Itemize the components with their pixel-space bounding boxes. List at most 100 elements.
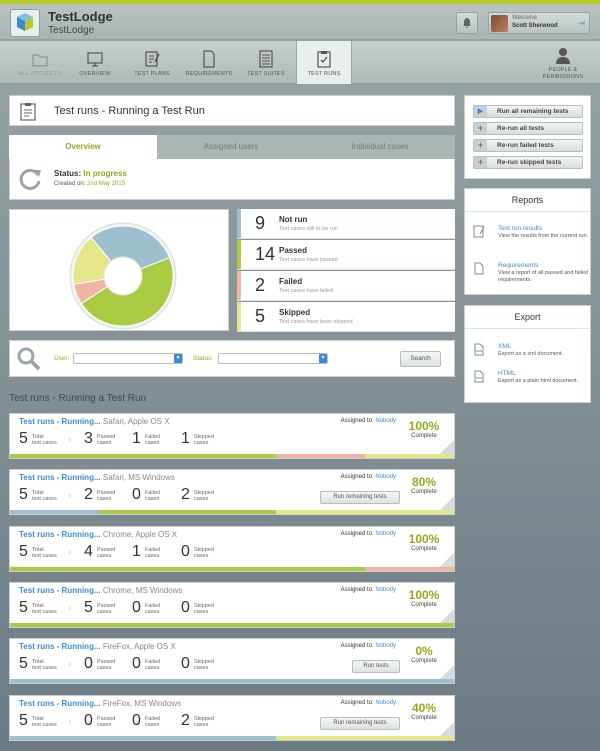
user-menu[interactable]: Welcome Scott Sherwood ⇥ xyxy=(488,12,590,34)
page-curl-icon xyxy=(440,496,454,511)
progress-segment xyxy=(276,510,454,515)
stat-label: Not run xyxy=(279,215,308,224)
testlodge-logo[interactable] xyxy=(10,9,40,37)
tab-overview[interactable]: Overview xyxy=(9,135,157,159)
run-title[interactable]: Test runs - Running... Safari, MS Window… xyxy=(19,473,175,482)
metric-count: 5 xyxy=(84,598,93,616)
progress-segment xyxy=(10,566,366,571)
completion-percent: 100% xyxy=(408,419,440,433)
metric-label: Total test cases xyxy=(32,602,57,615)
nav-people-permissions[interactable]: People & Permissions xyxy=(536,41,590,84)
assigned-user[interactable]: Nobody xyxy=(375,643,396,650)
report-link[interactable]: Requirements xyxy=(498,262,539,269)
pencil-doc-icon xyxy=(145,51,160,67)
nav-test-runs[interactable]: Test Runs xyxy=(296,41,352,84)
user-select[interactable]: ▾ xyxy=(73,353,183,364)
metric-label: Total test cases xyxy=(32,490,57,503)
status-label: Status: xyxy=(54,169,82,178)
doc-icon xyxy=(203,50,215,68)
nav-label: All Projects xyxy=(18,71,62,77)
export-link[interactable]: HTML xyxy=(498,370,516,377)
assigned-user[interactable]: Nobody xyxy=(375,586,396,593)
run-title[interactable]: Test runs - Running... Safari, Apple OS … xyxy=(19,417,170,426)
run-name: Test runs - Running... xyxy=(19,473,101,483)
run-environment: Chrome, MS Windows xyxy=(102,585,183,595)
test-run-card[interactable]: Test runs - Running... Safari, Apple OS … xyxy=(9,413,455,459)
search-button[interactable]: Search xyxy=(400,351,441,367)
brand: TestLodge TestLodge xyxy=(48,9,113,36)
chevron-right-icon: › xyxy=(68,434,72,445)
run-tests-button[interactable]: Run tests xyxy=(352,660,400,674)
assigned-to: Assigned to: Nobody xyxy=(341,700,396,706)
export-desc: Export as a xml document. xyxy=(498,351,564,357)
metric-count: 1 xyxy=(132,542,141,560)
rerun-failed-button[interactable]: + Re-run failed tests xyxy=(473,139,583,152)
test-run-card[interactable]: Test runs - Running... Chrome, MS Window… xyxy=(9,581,455,628)
export-link[interactable]: XML xyxy=(498,343,512,350)
stat-color-bar xyxy=(237,240,241,269)
stat-row: 5 Skipped Test cases have been skipped xyxy=(237,302,455,332)
assigned-user[interactable]: Nobody xyxy=(375,530,396,537)
progress-segment xyxy=(10,622,454,627)
logout-icon[interactable]: ⇥ xyxy=(577,18,585,28)
nav-requirements[interactable]: Requirements xyxy=(182,41,236,84)
stat-description: Test cases have passed xyxy=(279,257,338,263)
run-all-remaining-button[interactable]: ▶ Run all remaining tests xyxy=(473,105,583,118)
run-name: Test runs - Running... xyxy=(19,585,101,595)
metric-count: 0 xyxy=(181,598,190,616)
tab-individual-cases[interactable]: Individual cases xyxy=(351,142,409,151)
test-run-card[interactable]: Test runs - Running... FireFox, MS Windo… xyxy=(9,694,455,741)
stats-panel: 9 Not run Test cases still to be run 14 Pass… xyxy=(237,209,455,332)
assigned-user[interactable]: Nobody xyxy=(375,418,396,424)
nav-test-suites[interactable]: Test Suites xyxy=(240,41,292,84)
plus-icon: + xyxy=(474,140,487,151)
main-nav: All Projects Overview Test Plans Require… xyxy=(0,41,600,84)
rerun-all-button[interactable]: + Re-run all tests xyxy=(473,122,583,135)
page-curl-icon xyxy=(440,721,454,736)
progress-bar xyxy=(10,679,454,684)
run-title[interactable]: Test runs - Running... FireFox, MS Windo… xyxy=(19,699,181,708)
metric-label: Passed cases xyxy=(97,546,116,559)
run-title[interactable]: Test runs - Running... Chrome, MS Window… xyxy=(19,586,182,595)
metric-count: 0 xyxy=(132,711,141,729)
completion-label: Complete xyxy=(411,489,437,496)
nav-overview[interactable]: Overview xyxy=(70,41,120,84)
run-tests-button[interactable]: Run remaining tests xyxy=(320,716,400,730)
status-select[interactable]: ▾ xyxy=(218,353,328,364)
export-title: Export xyxy=(465,306,590,329)
metric-label: Failed cases xyxy=(145,490,160,503)
nav-label: Requirements xyxy=(185,71,233,77)
pie-chart xyxy=(69,222,177,330)
completion-percent: 100% xyxy=(408,587,440,602)
assigned-user[interactable]: Nobody xyxy=(375,474,396,481)
run-title[interactable]: Test runs - Running... Chrome, Apple OS … xyxy=(19,530,177,539)
nav-test-plans[interactable]: Test Plans xyxy=(126,41,178,84)
notifications-button[interactable] xyxy=(456,12,478,34)
progress-segment xyxy=(10,735,277,740)
metric-label: Total test cases xyxy=(32,546,57,559)
chevron-down-icon: ▾ xyxy=(319,354,327,363)
run-title[interactable]: Test runs - Running... FireFox, Apple OS… xyxy=(19,642,176,651)
tab-bar: Overview Assigned users Individual cases xyxy=(9,135,455,159)
metric-count: 0 xyxy=(84,655,93,673)
nav-all-projects[interactable]: All Projects xyxy=(14,41,66,84)
metric-label: Passed cases xyxy=(97,659,116,672)
test-run-card[interactable]: Test runs - Running... Safari, MS Window… xyxy=(9,469,455,516)
plus-icon: + xyxy=(474,123,487,134)
run-tests-button[interactable]: Run remaining tests xyxy=(320,491,400,505)
report-link[interactable]: Test run results xyxy=(498,225,543,232)
project-name[interactable]: TestLodge xyxy=(48,25,95,36)
status-value: In progress xyxy=(83,169,127,178)
plus-icon: + xyxy=(474,157,487,168)
test-run-card[interactable]: Test runs - Running... FireFox, Apple OS… xyxy=(9,638,455,685)
metric-label: Passed cases xyxy=(97,602,116,615)
metric-label: Total test cases xyxy=(32,434,57,446)
assigned-label: Assigned to: xyxy=(340,586,374,593)
metric-count: 1 xyxy=(132,430,141,447)
tab-assigned-users[interactable]: Assigned users xyxy=(203,142,259,151)
button-label: Run all remaining tests xyxy=(497,108,569,115)
assigned-user[interactable]: Nobody xyxy=(375,699,396,706)
test-run-card[interactable]: Test runs - Running... Chrome, Apple OS … xyxy=(9,525,455,572)
completion-label: Complete xyxy=(411,601,437,608)
rerun-skipped-button[interactable]: + Re-run skipped tests xyxy=(473,156,583,169)
